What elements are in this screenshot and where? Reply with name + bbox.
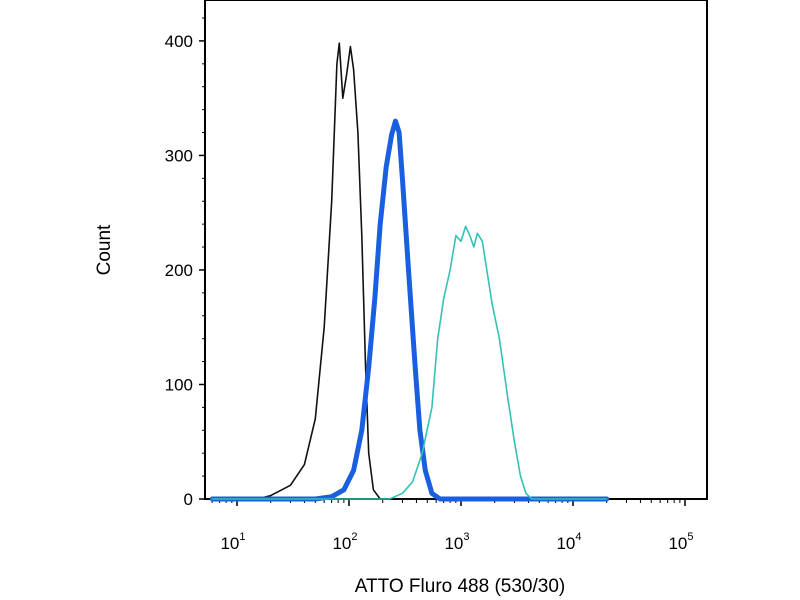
- x-tick-label: 103: [444, 531, 469, 553]
- y-tick-label: 200: [165, 261, 193, 280]
- plot-frame: [204, 0, 708, 500]
- y-axis-title: Count: [94, 224, 115, 275]
- series-line-0: [211, 42, 608, 500]
- y-tick-label: 400: [165, 32, 193, 51]
- y-tick-label: 0: [184, 490, 193, 509]
- x-tick-label: 102: [332, 531, 357, 553]
- y-tick-label: 100: [165, 375, 193, 394]
- x-tick-label: 101: [220, 531, 245, 553]
- x-tick-label: 105: [668, 531, 693, 553]
- x-axis-title: ATTO Fluro 488 (530/30): [355, 576, 566, 597]
- series-line-2: [211, 225, 608, 500]
- x-tick-label: 104: [556, 531, 581, 553]
- y-tick-label: 300: [165, 146, 193, 165]
- series-line-1: [209, 118, 610, 502]
